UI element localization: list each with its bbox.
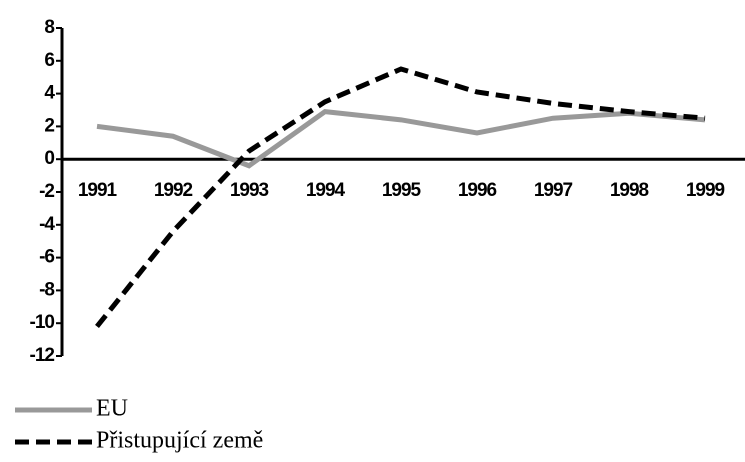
legend-label: EU [96,396,128,422]
x-tick-label: 1993 [230,180,269,201]
legend-label: Přistupující země [96,428,263,454]
y-tick-label: -4 [39,214,55,235]
y-tick-label: -6 [39,247,54,268]
x-tick-label: 1992 [154,180,193,201]
x-tick-label: 1995 [382,180,422,201]
y-tick-label: -2 [39,181,54,202]
series-line [95,66,706,329]
y-tick-label: 0 [44,148,54,169]
x-tick-label: 1999 [686,180,725,201]
y-tick-label: 4 [44,83,55,104]
x-tick-label: 1991 [78,180,118,201]
y-tick-label: 8 [44,17,54,38]
y-tick-label: -8 [39,279,54,300]
x-tick-label: 1998 [610,180,649,201]
y-tick-label: 6 [44,50,54,71]
x-tick-label: 1996 [458,180,497,201]
y-tick-label: -12 [30,345,55,366]
x-tick-label: 1997 [534,180,573,201]
x-tick-label: 1994 [306,180,346,201]
y-tick-label: -10 [30,312,55,333]
y-tick-label: 2 [44,115,54,136]
series-line [96,109,706,169]
